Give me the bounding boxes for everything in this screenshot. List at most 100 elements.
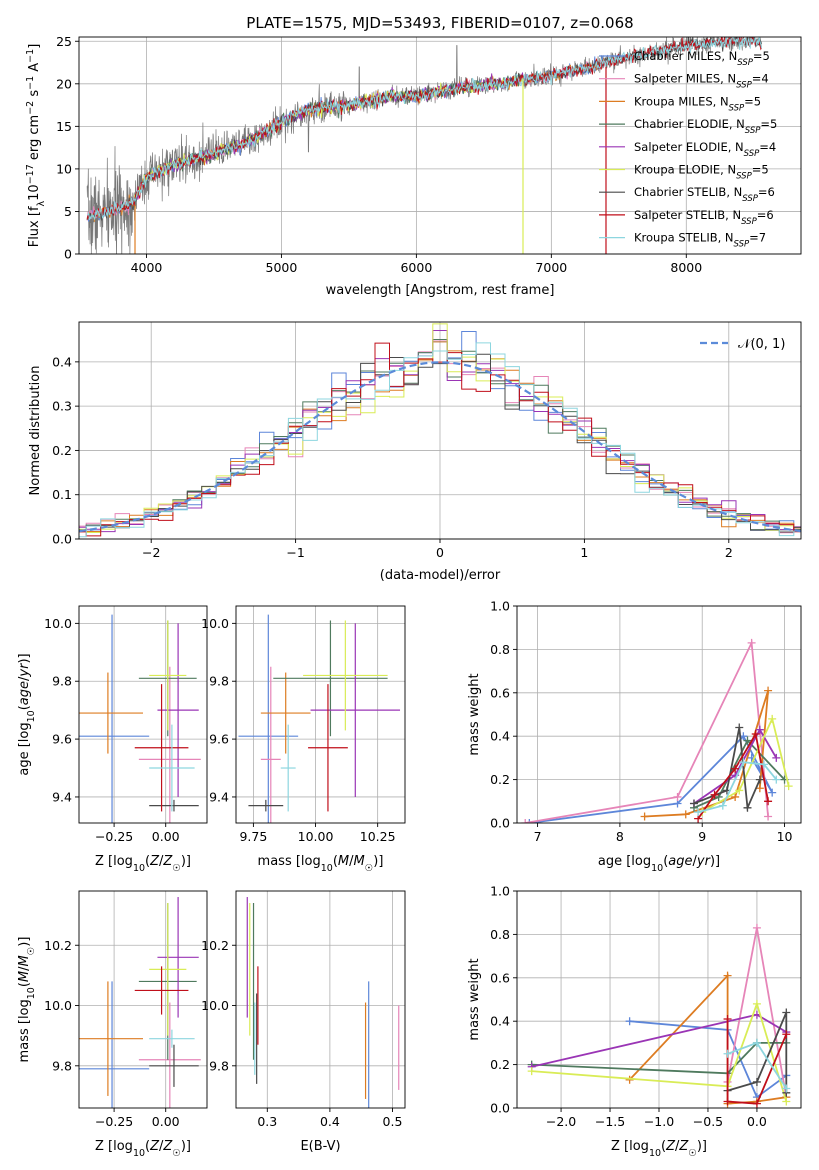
- y-axis-label: Normed distribution: [28, 366, 43, 496]
- axes-frame: [78, 890, 208, 1109]
- y-tick-label: 0.0: [490, 816, 510, 831]
- grid: [236, 891, 405, 1108]
- y-tick-label: 20: [56, 76, 72, 91]
- weight-marker: [752, 999, 761, 1008]
- weight-marker: [731, 764, 740, 773]
- x-axis-label: wavelength [Angstrom, rest frame]: [326, 283, 555, 298]
- x-axis-label: age [log10(age/yr)]: [598, 854, 720, 874]
- hist-step-salpeter-stelib: [79, 342, 801, 537]
- y-tick-label: 0.2: [490, 772, 510, 787]
- legend-entry: Salpeter STELIB, NSSP=6: [634, 208, 774, 227]
- y-tick-label: 10.2: [44, 938, 72, 953]
- weight-marker: [772, 753, 781, 762]
- y-tick-label: 9.8: [52, 674, 72, 689]
- weight-marker: [723, 1015, 732, 1024]
- plot-area: [79, 897, 201, 1108]
- weight-marker: [752, 1038, 761, 1047]
- weight-marker: [673, 792, 682, 801]
- y-tick-label: 9.4: [52, 789, 72, 804]
- weight-marker: [768, 788, 777, 797]
- weight-marker: [723, 1049, 732, 1058]
- y-tick-label: 9.8: [52, 1058, 72, 1073]
- x-tick-label: 0.4: [320, 1114, 340, 1129]
- weight-marker: [743, 803, 752, 812]
- x-tick-label: −1.5: [595, 1114, 625, 1129]
- weight-marker: [710, 790, 719, 799]
- y-tick-label: 0.1: [52, 487, 72, 502]
- y-tick-label: 0.4: [52, 354, 72, 369]
- weight-marker: [747, 638, 756, 647]
- ticks: −0.25 0.00 9.8 10.0 10.2: [44, 938, 180, 1129]
- weight-line-chabrier-elodie: [531, 1042, 787, 1075]
- weight-marker: [521, 819, 530, 823]
- x-tick-label: 8: [616, 829, 624, 844]
- plot-area: [246, 897, 400, 1108]
- model-line-kroupa-elodie: [132, 74, 525, 203]
- weight-marker: [755, 775, 764, 784]
- legend-entry: 𝒩(0, 1): [738, 337, 785, 352]
- x-axis-label: (data-model)/error: [380, 568, 501, 583]
- weight-marker: [782, 1084, 791, 1093]
- y-axis-label: mass weight: [467, 958, 482, 1040]
- y-tick-label: 1.0: [490, 599, 510, 614]
- plot-area: [79, 614, 201, 823]
- x-tick-label: 0.00: [152, 1114, 180, 1129]
- legend-entry: Chabrier MILES, NSSP=5: [634, 49, 770, 68]
- panel-age_vs_mass: 9.75 10.00 10.25 9.4 9.6 9.8 10.0 mass [log10(M…: [201, 605, 406, 874]
- weight-marker: [755, 784, 764, 793]
- x-axis-label: Z [log10(Z/Z☉)]: [611, 1139, 707, 1159]
- x-tick-label: 10.00: [298, 829, 334, 844]
- x-tick-label: 0.0: [747, 1114, 767, 1129]
- grid: [79, 891, 207, 1108]
- ticks: 0.3 0.4 0.5 9.8 10.0 10.2: [201, 938, 402, 1129]
- weight-marker: [694, 808, 703, 817]
- y-tick-label: 25: [56, 34, 72, 49]
- ticks: −2 −1 0 1 2 0.0 0.1 0.2 0.3 0.4: [52, 354, 733, 560]
- y-tick-label: 0.6: [490, 685, 510, 700]
- y-tick-label: 9.4: [209, 789, 229, 804]
- y-tick-label: 0.2: [490, 1057, 510, 1072]
- weight-marker: [768, 714, 777, 723]
- y-tick-label: 10.0: [201, 998, 229, 1013]
- weight-marker: [764, 797, 773, 806]
- x-axis-label: Z [log10(Z/Z☉)]: [95, 1139, 191, 1159]
- y-tick-label: 0.8: [490, 927, 510, 942]
- x-tick-label: 6000: [400, 260, 432, 275]
- weight-marker: [525, 819, 534, 823]
- grid: [517, 890, 801, 1109]
- weight-marker: [731, 792, 740, 801]
- weight-marker: [689, 799, 698, 808]
- panel-spectrum: 4000 5000 6000 7000 8000 0 5 10 15 20 25 Chabrier M…: [25, 34, 802, 298]
- weight-line-kroupa-elodie: [531, 1000, 788, 1102]
- axes-frame: [235, 890, 406, 1109]
- legend-entry: Salpeter MILES, NSSP=4: [634, 72, 769, 91]
- y-tick-label: 10.2: [201, 938, 229, 953]
- weight-marker: [752, 1077, 761, 1086]
- y-axis-label: mass weight: [467, 673, 482, 755]
- y-tick-label: 0.3: [52, 399, 72, 414]
- axes-frame: [516, 605, 802, 824]
- weight-line-kroupa-elodie: [701, 716, 790, 813]
- legend-entry: Kroupa MILES, NSSP=5: [634, 94, 761, 113]
- weight-line-chabrier-stelib: [727, 1012, 788, 1093]
- y-tick-label: 9.6: [52, 732, 72, 747]
- y-tick-label: 9.8: [209, 674, 229, 689]
- model-line-chabrier-elodie: [132, 75, 525, 208]
- legend-entry: Chabrier STELIB, NSSP=6: [634, 185, 775, 204]
- weight-marker: [735, 786, 744, 795]
- weight-marker: [764, 686, 773, 695]
- y-tick-label: 1.0: [490, 884, 510, 899]
- normal-curve: [79, 361, 801, 533]
- y-tick-label: 9.8: [209, 1058, 229, 1073]
- weight-marker: [752, 923, 761, 932]
- y-axis-label: Flux [fλ10−17 erg cm−2 s−1 A−1]: [25, 44, 47, 248]
- y-tick-label: 15: [56, 119, 72, 134]
- y-tick-label: 0.2: [52, 443, 72, 458]
- x-tick-label: −0.25: [95, 829, 133, 844]
- weight-line-chabrier-miles: [629, 1020, 787, 1099]
- ticks: −2.0 −1.5 −1.0 −0.5 0.0 0.0 0.2 0.4 0.6 0.8 1.0: [490, 884, 767, 1130]
- panel-weight_vs_Z: −2.0 −1.5 −1.0 −0.5 0.0 0.0 0.2 0.4 0.6 0.8 1.0 Z […: [467, 884, 802, 1159]
- panel-weight_vs_age: 7 8 9 10 0.0 0.2 0.4 0.6 0.8 1.0 age [log10(age/yr…: [467, 599, 802, 874]
- x-tick-label: 10: [777, 829, 793, 844]
- y-tick-label: 0.0: [490, 1101, 510, 1116]
